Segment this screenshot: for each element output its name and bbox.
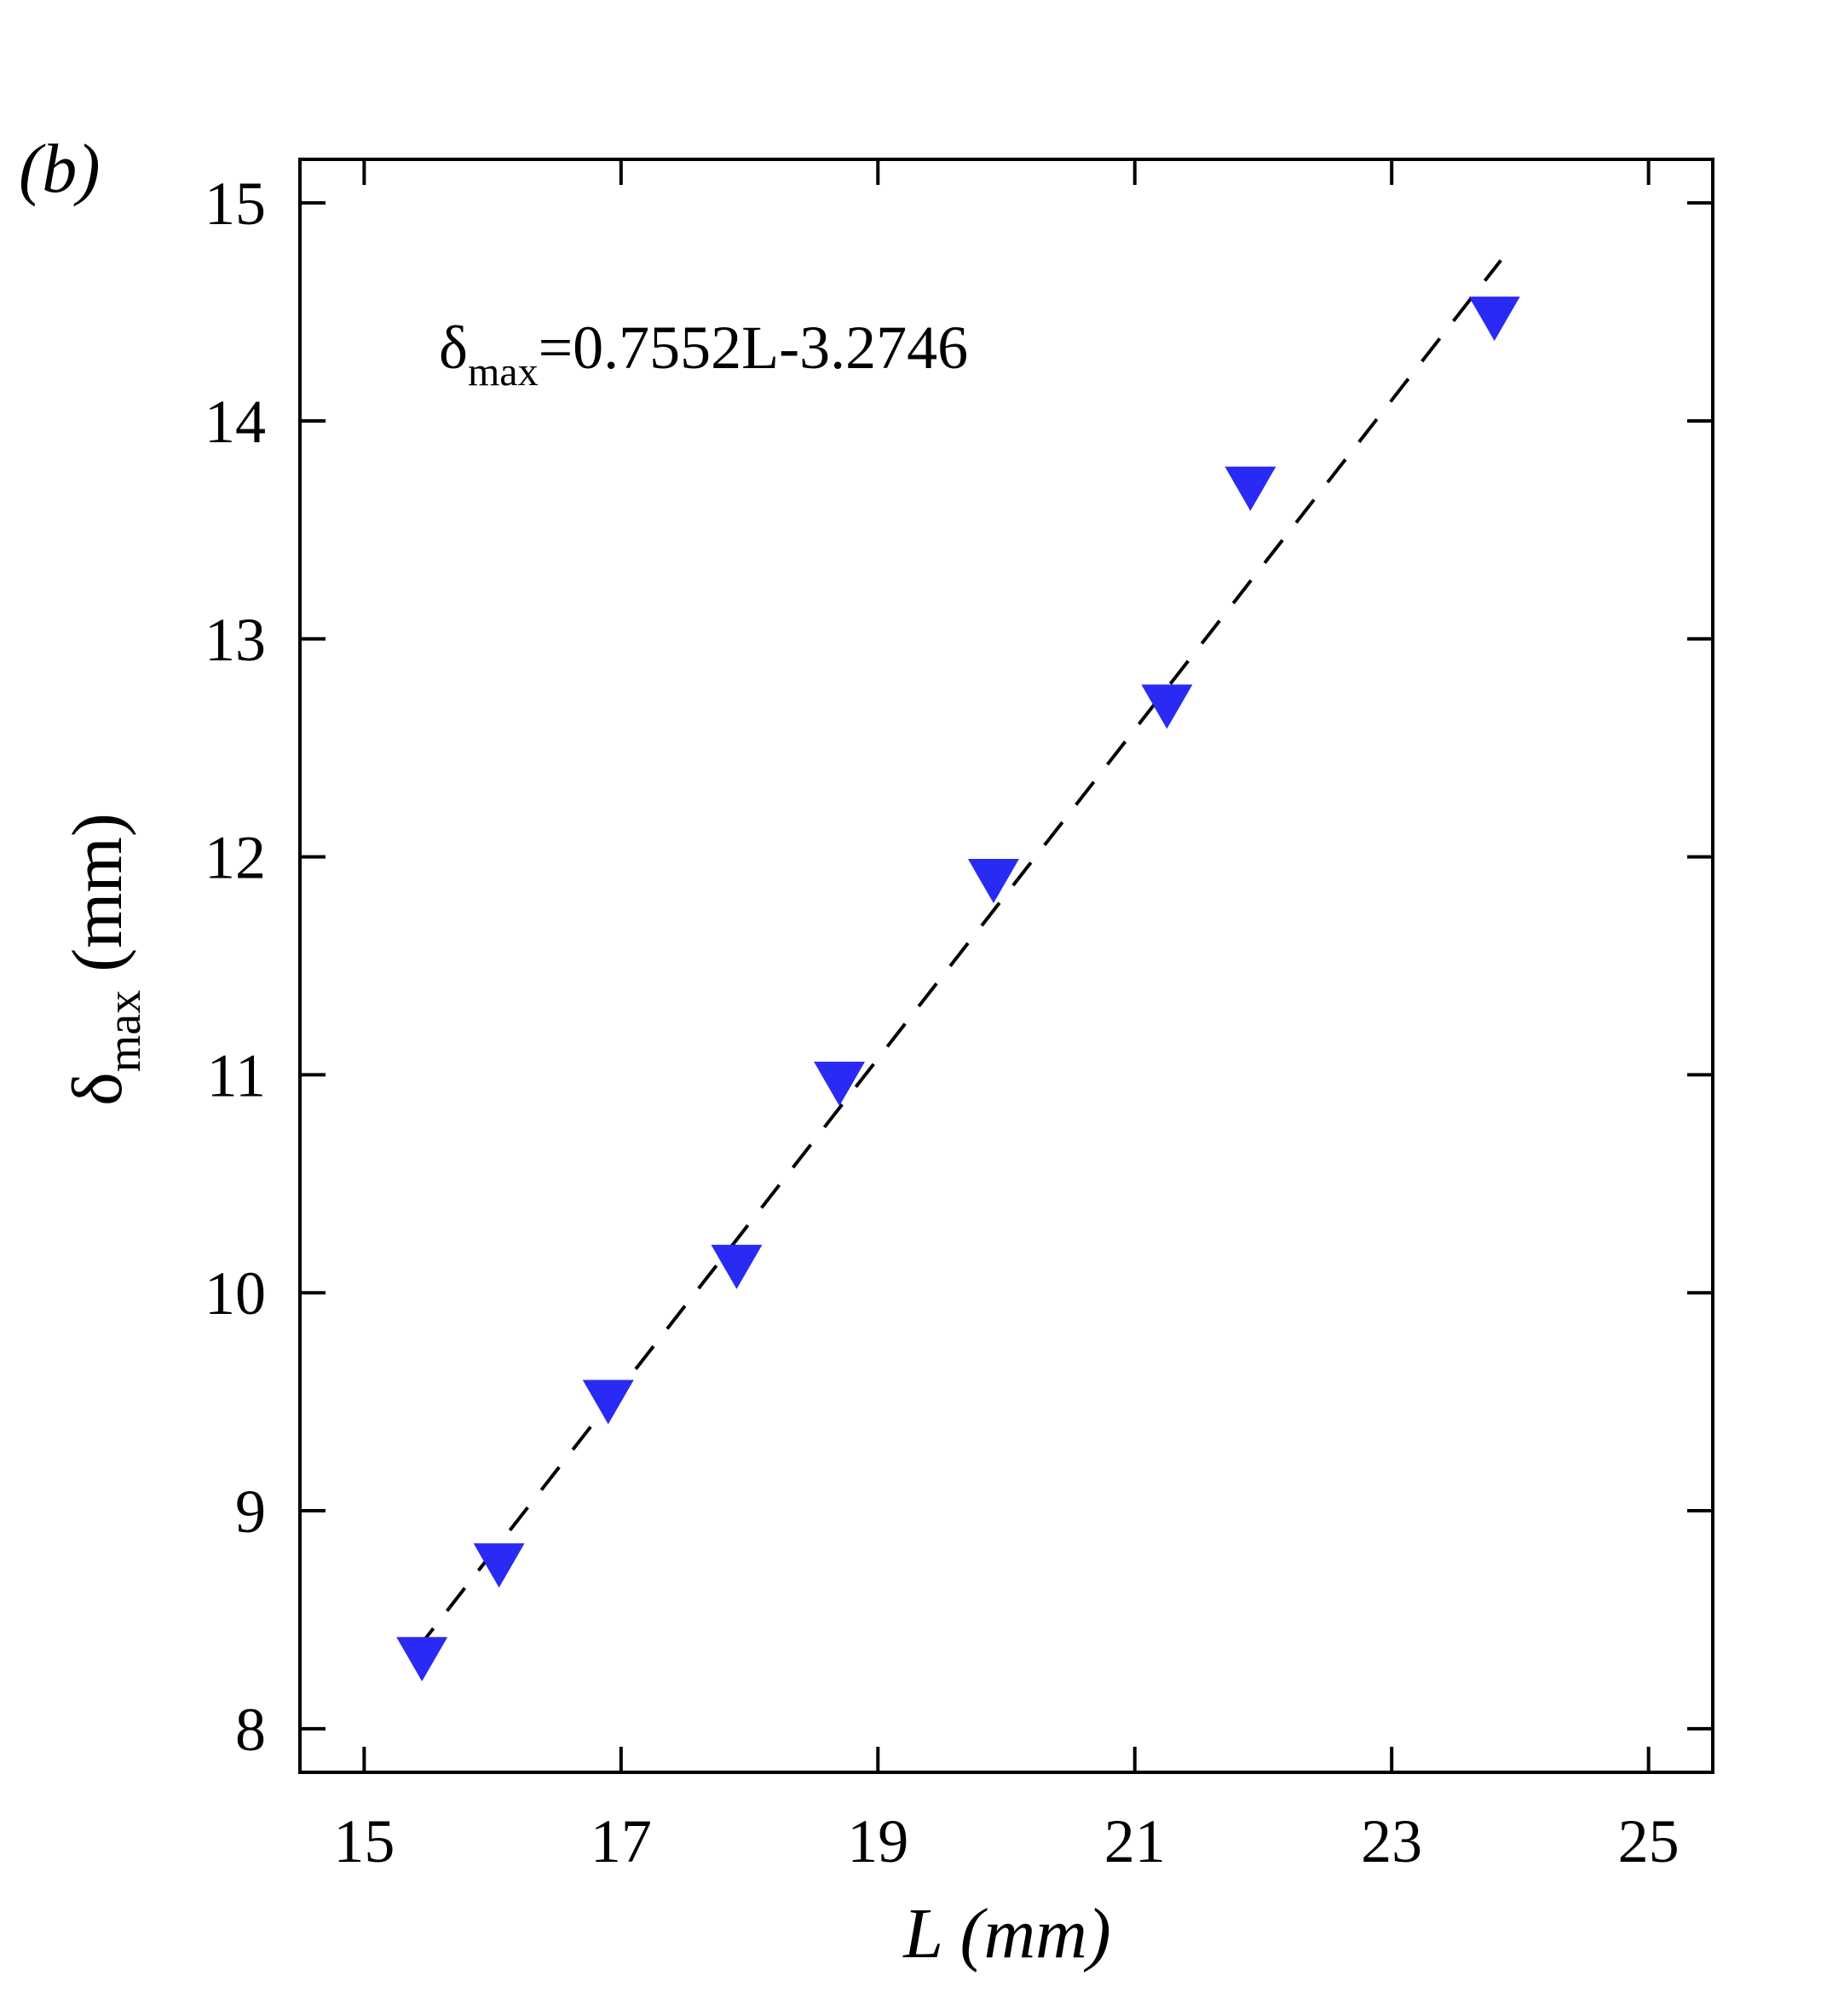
y-axis-label: δmax (mm)	[58, 813, 151, 1106]
data-point	[1225, 466, 1276, 511]
plot-frame	[298, 158, 1714, 1774]
x-tick-label: 19	[847, 1807, 908, 1875]
y-tick-label: 8	[235, 1696, 266, 1764]
fit-equation-label: δmax=0.7552L-3.2746	[439, 314, 968, 395]
data-point	[814, 1061, 866, 1106]
data-point	[967, 859, 1019, 904]
y-tick-label: 9	[235, 1477, 266, 1546]
data-point	[473, 1543, 525, 1588]
y-tick-label: 13	[205, 606, 266, 674]
fit-line-layer	[414, 259, 1502, 1653]
data-point	[711, 1244, 763, 1289]
y-tick-label: 15	[205, 170, 266, 238]
y-tick-label: 10	[205, 1259, 266, 1328]
fit-line	[414, 259, 1502, 1653]
x-tick-label: 15	[333, 1807, 395, 1875]
data-points-layer	[396, 297, 1520, 1682]
y-axis-label-unit: (mm)	[58, 813, 137, 990]
x-tick-label: 21	[1104, 1807, 1166, 1875]
data-point	[582, 1380, 634, 1425]
ticks-layer: 15 17 19 21 23 25 8 9 10 11 12 13 14 15	[205, 159, 1713, 1875]
x-tick-label: 17	[591, 1807, 652, 1875]
fit-equation-symbol: δ	[439, 314, 468, 382]
x-axis-label: L (mm)	[902, 1894, 1110, 1973]
x-tick-label: 25	[1618, 1807, 1680, 1875]
data-point	[396, 1637, 448, 1682]
fit-equation-text: =0.7552L-3.2746	[539, 314, 969, 382]
y-tick-label: 12	[205, 824, 266, 892]
panel-label: (b)	[19, 130, 101, 207]
y-tick-label: 11	[207, 1041, 266, 1109]
x-tick-label: 23	[1361, 1807, 1422, 1875]
y-tick-label: 14	[205, 388, 266, 456]
data-point	[1141, 684, 1193, 729]
data-point	[1468, 297, 1520, 342]
y-axis-label-subscript: max	[98, 990, 151, 1072]
fit-equation-subscript: max	[468, 349, 539, 395]
y-axis-label-symbol: δ	[58, 1072, 137, 1106]
